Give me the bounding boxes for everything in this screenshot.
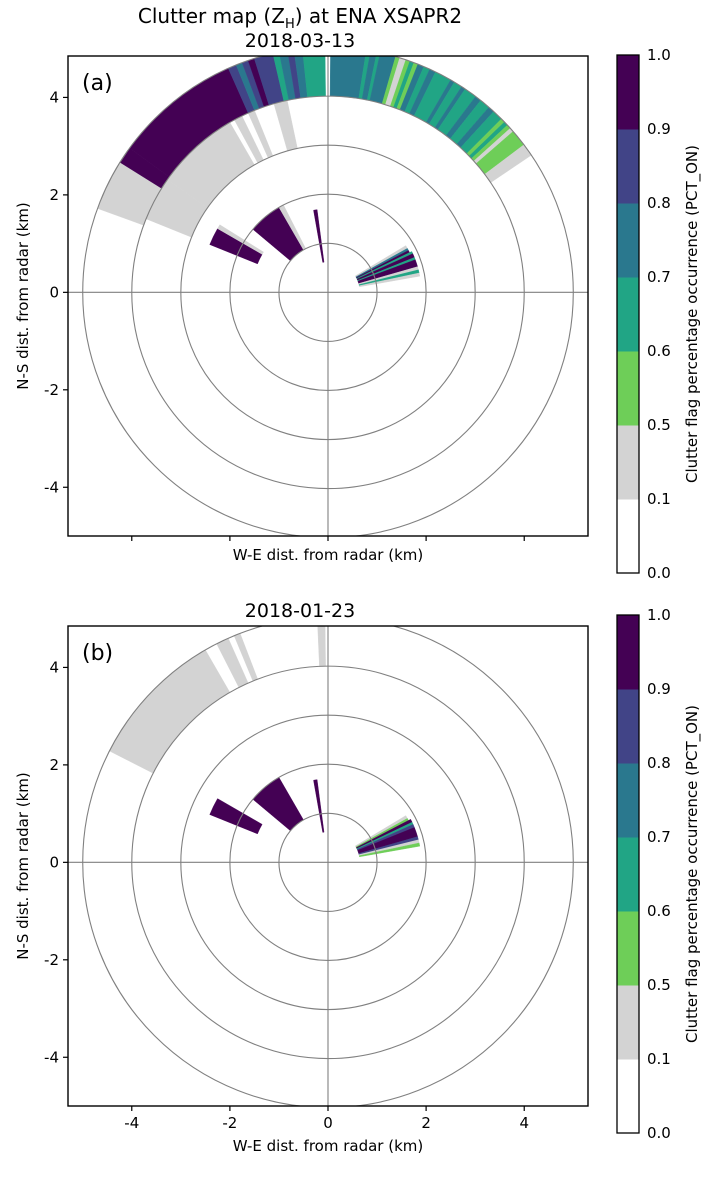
colorbar-axis-label: Clutter flag percentage occurrence (PCT_… bbox=[683, 705, 702, 1043]
colorbar-band bbox=[617, 985, 639, 1060]
colorbar-band bbox=[617, 499, 639, 574]
x-tick-label: 4 bbox=[519, 1114, 529, 1132]
polar-grid bbox=[68, 626, 588, 1106]
y-axis-label: N-S dist. from radar (km) bbox=[14, 772, 32, 960]
colorbar-b: 0.0 0.1 0.5 0.6 0.7 0.8 0.9 1.0 Clutter flag per… bbox=[600, 600, 703, 1140]
colorbar-tick-label: 0.7 bbox=[647, 828, 671, 846]
y-tick-label: -4 bbox=[44, 478, 59, 496]
panel-a-date-title: 2018-03-13 bbox=[244, 30, 356, 52]
y-tick-label: 4 bbox=[49, 88, 59, 106]
x-tick-label: -2 bbox=[222, 1114, 237, 1132]
x-axis-label: W-E dist. from radar (km) bbox=[233, 1137, 424, 1155]
colorbar-band bbox=[617, 129, 639, 204]
panel-b: -4 -2 0 2 4 -4 -2 0 2 4 W-E dist. from radar (km) N… bbox=[0, 620, 600, 1190]
y-tick-label: -4 bbox=[44, 1048, 59, 1066]
y-tick-label: 2 bbox=[49, 756, 59, 774]
y-tick-label: 4 bbox=[49, 658, 59, 676]
panel-tag: (a) bbox=[82, 71, 113, 96]
y-tick-label: -2 bbox=[44, 951, 59, 969]
colorbar-tick-label: 0.5 bbox=[647, 976, 671, 994]
y-tick-label: 2 bbox=[49, 186, 59, 204]
colorbar-outline bbox=[616, 54, 640, 574]
colorbar-tick-label: 0.1 bbox=[647, 1050, 671, 1068]
panel-a: -4 -2 0 2 4 W-E dist. from radar (km) N-S dist… bbox=[0, 50, 600, 570]
panel-tag: (b) bbox=[82, 641, 113, 666]
colorbar-tick-label: 1.0 bbox=[647, 46, 671, 64]
colorbar-band bbox=[617, 203, 639, 278]
clutter-sector bbox=[313, 779, 325, 833]
clutter-sector bbox=[358, 842, 421, 858]
colorbar-band bbox=[617, 615, 639, 690]
figure-title-part1: Clutter map (Z bbox=[137, 4, 285, 28]
colorbar-band bbox=[617, 763, 639, 838]
clutter-sector bbox=[217, 224, 264, 255]
y-tick-label: 0 bbox=[49, 283, 59, 301]
polar-data-layer bbox=[109, 626, 421, 858]
clutter-sector bbox=[209, 798, 263, 835]
y-tick-label: -2 bbox=[44, 381, 59, 399]
colorbar-tick-label: 0.0 bbox=[647, 564, 671, 580]
colorbar-band bbox=[617, 351, 639, 426]
colorbar-band bbox=[617, 1059, 639, 1134]
colorbar-tick-label: 0.6 bbox=[647, 902, 671, 920]
polar-data-layer bbox=[97, 56, 532, 288]
colorbar-tick-label: 0.6 bbox=[647, 342, 671, 360]
colorbar-tick-label: 0.8 bbox=[647, 194, 671, 212]
figure-title-subscript: H bbox=[284, 17, 295, 32]
figure-title-part2: ) at ENA XSAPR2 bbox=[294, 4, 463, 28]
colorbar-tick-label: 0.1 bbox=[647, 490, 671, 508]
colorbar-b-canvas[interactable]: 0.0 0.1 0.5 0.6 0.7 0.8 0.9 1.0 Clutter flag per… bbox=[600, 600, 703, 1140]
colorbar-tick-label: 0.0 bbox=[647, 1124, 671, 1140]
x-tick-label: 0 bbox=[323, 1114, 333, 1132]
panel-b-canvas[interactable]: -4 -2 0 2 4 -4 -2 0 2 4 W-E dist. from radar (km) N… bbox=[0, 620, 600, 1190]
colorbar-tick-label: 0.5 bbox=[647, 416, 671, 434]
clutter-sector bbox=[252, 777, 304, 832]
colorbar-band bbox=[617, 911, 639, 986]
colorbar-tick-label: 0.7 bbox=[647, 268, 671, 286]
y-tick-label: 0 bbox=[49, 853, 59, 871]
colorbar-tick-label: 1.0 bbox=[647, 606, 671, 624]
panel-b-date-title: 2018-01-23 bbox=[244, 600, 356, 622]
colorbar-tick-label: 0.9 bbox=[647, 120, 671, 138]
figure-title: Clutter map (ZH) at ENA XSAPR2 bbox=[0, 4, 600, 32]
colorbar-tick-label: 0.9 bbox=[647, 680, 671, 698]
x-tick-label: -4 bbox=[124, 1114, 139, 1132]
colorbar-band bbox=[617, 55, 639, 130]
x-axis-label: W-E dist. from radar (km) bbox=[233, 546, 424, 564]
colorbar-axis-label: Clutter flag percentage occurrence (PCT_… bbox=[683, 145, 702, 483]
clutter-sector bbox=[358, 272, 421, 288]
clutter-sector bbox=[313, 209, 325, 263]
clutter-sector bbox=[273, 100, 298, 152]
colorbar-band bbox=[617, 837, 639, 912]
clutter-sector bbox=[109, 649, 231, 774]
colorbar-outline bbox=[616, 614, 640, 1134]
polar-grid bbox=[68, 56, 588, 536]
colorbar-tick-label: 0.8 bbox=[647, 754, 671, 772]
colorbar-a-canvas[interactable]: 0.0 0.1 0.5 0.6 0.7 0.8 0.9 1.0 Clutter flag per… bbox=[600, 40, 703, 580]
clutter-sector bbox=[317, 626, 326, 667]
y-axis-label: N-S dist. from radar (km) bbox=[14, 202, 32, 390]
colorbar-band bbox=[617, 689, 639, 764]
x-tick-label: 2 bbox=[421, 1114, 431, 1132]
panel-a-canvas[interactable]: -4 -2 0 2 4 W-E dist. from radar (km) N-S dist… bbox=[0, 50, 600, 570]
colorbar-band bbox=[617, 277, 639, 352]
colorbar-a: 0.0 0.1 0.5 0.6 0.7 0.8 0.9 1.0 Clutter flag per… bbox=[600, 40, 703, 580]
colorbar-band bbox=[617, 425, 639, 500]
